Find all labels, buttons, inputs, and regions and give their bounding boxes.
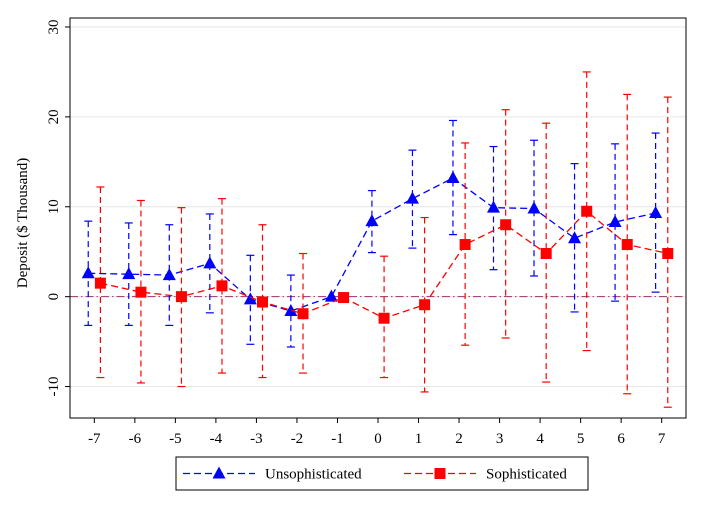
data-point xyxy=(446,171,460,183)
legend-entry: Sophisticated xyxy=(404,467,567,483)
x-tick-label: -6 xyxy=(129,431,142,447)
data-point xyxy=(365,214,379,227)
data-point xyxy=(487,200,500,213)
data-point xyxy=(405,191,419,204)
data-point xyxy=(324,289,338,302)
data-point xyxy=(568,231,582,244)
data-point xyxy=(621,239,633,251)
legend-label: Sophisticated xyxy=(486,467,567,483)
series-sophisticated xyxy=(94,71,674,408)
series-layer xyxy=(81,71,674,408)
legend-marker xyxy=(434,468,446,479)
data-point xyxy=(203,256,217,269)
legend: Unsophisticated Sophisticated xyxy=(175,456,589,491)
y-tick-label: 20 xyxy=(46,109,62,124)
x-tick-label: -4 xyxy=(210,431,223,447)
legend-entry: Unsophisticated xyxy=(183,466,362,483)
data-point xyxy=(649,206,663,219)
data-point xyxy=(81,266,95,279)
data-point xyxy=(608,215,622,228)
x-tick-label: 4 xyxy=(536,431,544,447)
y-tick-label: 0 xyxy=(46,293,62,301)
x-tick-label: 7 xyxy=(658,431,666,447)
data-point xyxy=(419,299,431,311)
plot-area xyxy=(69,17,687,419)
data-point xyxy=(122,267,136,280)
data-point xyxy=(243,292,257,305)
x-tick-label: 5 xyxy=(577,431,585,447)
data-point xyxy=(175,291,187,303)
x-tick-label: 2 xyxy=(455,431,463,447)
data-point xyxy=(94,277,106,289)
data-point xyxy=(581,205,593,217)
x-tick-label: 1 xyxy=(415,431,423,447)
legend-label: Unsophisticated xyxy=(265,467,362,483)
data-point xyxy=(662,248,674,260)
data-point xyxy=(162,268,176,281)
data-point xyxy=(135,286,147,298)
y-axis-label: Deposit ($ Thousand) xyxy=(15,158,31,289)
data-point xyxy=(540,248,552,260)
x-tick-label: -2 xyxy=(291,431,304,447)
data-point xyxy=(378,312,390,324)
data-point xyxy=(459,239,471,251)
data-point xyxy=(500,219,512,231)
series-line xyxy=(88,177,656,312)
x-tick-label: 3 xyxy=(496,431,504,447)
data-point xyxy=(297,308,309,320)
x-tick-label: -3 xyxy=(250,431,263,447)
legend-marker xyxy=(212,466,226,479)
y-tick-label: 30 xyxy=(46,19,62,34)
data-point xyxy=(338,292,350,304)
x-tick-label: -5 xyxy=(169,431,182,447)
data-point xyxy=(527,201,541,214)
data-point xyxy=(216,280,228,292)
x-tick-label: 6 xyxy=(617,431,625,447)
data-point xyxy=(257,296,268,308)
x-tick-label: -1 xyxy=(331,431,344,447)
y-tick-label: -10 xyxy=(46,377,62,397)
x-tick-label: -7 xyxy=(88,431,101,447)
y-tick-label: 10 xyxy=(46,199,62,214)
x-tick-label: 0 xyxy=(374,431,382,447)
data-point xyxy=(284,304,298,317)
series-unsophisticated xyxy=(81,119,663,348)
